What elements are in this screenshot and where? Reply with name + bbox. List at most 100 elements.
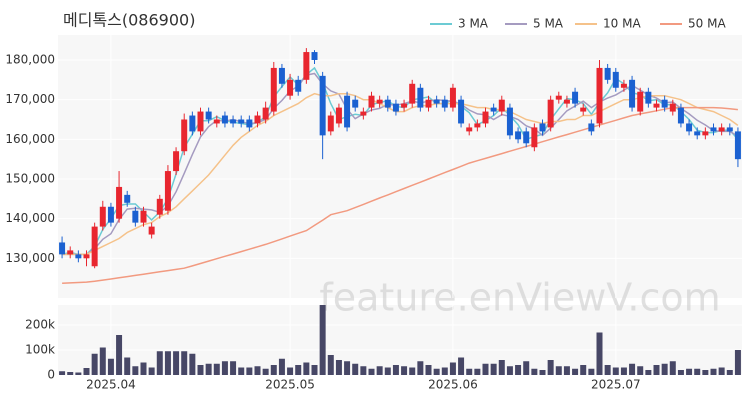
volume-bar — [164, 351, 171, 375]
volume-bar — [726, 370, 733, 375]
candle-body — [278, 67, 285, 84]
candle-body — [230, 119, 237, 124]
candle-body — [441, 99, 448, 108]
volume-bar — [482, 363, 489, 375]
candle-body — [59, 242, 66, 255]
volume-bar — [132, 366, 139, 375]
volume-bar — [555, 366, 562, 375]
volume-bar — [441, 367, 448, 375]
volume-tick-label: 0 — [47, 368, 55, 382]
volume-bar — [433, 368, 440, 375]
y-tick-label: 130,000 — [5, 251, 55, 265]
volume-bar — [327, 355, 334, 375]
candle-body — [588, 123, 595, 132]
volume-plot-bg — [58, 305, 742, 375]
volume-bar — [572, 368, 579, 375]
candle-body — [734, 131, 741, 160]
volume-bar — [531, 368, 538, 375]
candle-body — [148, 226, 155, 235]
volume-bar — [669, 361, 676, 375]
candle-body — [156, 198, 163, 215]
volume-bar — [124, 357, 131, 375]
candle-body — [694, 131, 701, 136]
volume-bar — [205, 363, 212, 375]
ma-line — [62, 106, 738, 285]
candle-body — [295, 79, 302, 92]
candle-body — [555, 95, 562, 100]
volume-bar — [629, 363, 636, 375]
candle-body — [506, 107, 513, 136]
volume-bar — [278, 358, 285, 375]
volume-bar — [653, 365, 660, 375]
volume-bar — [449, 362, 456, 375]
volume-bar — [588, 368, 595, 375]
candle-body — [539, 123, 546, 132]
candle-body — [221, 115, 228, 124]
y-tick-label: 140,000 — [5, 211, 55, 225]
volume-bar — [498, 360, 505, 375]
candle-body — [238, 119, 245, 124]
candle-body — [107, 206, 114, 223]
volume-bar — [140, 362, 147, 375]
volume-bar — [637, 366, 644, 375]
volume-bar — [181, 351, 188, 375]
volume-bar — [148, 367, 155, 375]
candle-body — [344, 95, 351, 128]
y-tick-label: 170,000 — [5, 92, 55, 106]
candle-body — [596, 67, 603, 124]
volume-bar — [563, 366, 570, 375]
volume-bar — [702, 370, 709, 375]
volume-bar — [91, 353, 98, 375]
candle-body — [669, 103, 676, 112]
candle-body — [213, 119, 220, 124]
candle-body — [83, 254, 90, 259]
candle-body — [629, 79, 636, 108]
candle-body — [319, 75, 326, 136]
volume-bar — [344, 361, 351, 375]
candle-body — [702, 131, 709, 136]
candle-body — [482, 111, 489, 124]
candle-body — [173, 151, 180, 172]
candle-body — [474, 123, 481, 128]
candle-body — [376, 99, 383, 104]
candle-body — [287, 79, 294, 96]
legend-label: 10 MA — [603, 17, 641, 31]
candle-body — [458, 99, 465, 124]
watermark: feature.enViewV.com — [319, 276, 720, 320]
volume-bar — [270, 365, 277, 375]
candle-body — [140, 210, 147, 223]
volume-bar — [295, 365, 302, 375]
candle-body — [303, 52, 310, 80]
volume-bar — [59, 371, 66, 375]
volume-bar — [474, 368, 481, 375]
candle-body — [661, 99, 668, 108]
candle-body — [91, 226, 98, 267]
candle-body — [67, 250, 74, 255]
volume-bar — [718, 367, 725, 375]
volume-bar — [539, 370, 546, 375]
candle-body — [132, 210, 139, 223]
volume-bar — [547, 360, 554, 375]
volume-bar — [490, 363, 497, 375]
candle-body — [311, 52, 318, 60]
volume-bar — [515, 365, 522, 375]
candle-body — [116, 186, 123, 219]
candle-body — [726, 127, 733, 132]
candle-body — [262, 107, 269, 120]
candle-body — [563, 99, 570, 104]
candle-body — [384, 99, 391, 108]
volume-bar — [262, 368, 269, 375]
candle-body — [352, 99, 359, 108]
candle-body — [401, 103, 408, 108]
candle-body — [327, 115, 334, 132]
volume-bar — [254, 366, 261, 375]
x-tick-label: 2025.06 — [428, 378, 478, 392]
volume-bar — [466, 368, 473, 375]
volume-bar — [409, 367, 416, 375]
candle-body — [425, 99, 432, 108]
ma-line — [62, 72, 739, 256]
candle-body — [466, 127, 473, 132]
volume-bar — [238, 367, 245, 375]
y-tick-label: 180,000 — [5, 52, 55, 66]
candle-body — [360, 111, 367, 116]
